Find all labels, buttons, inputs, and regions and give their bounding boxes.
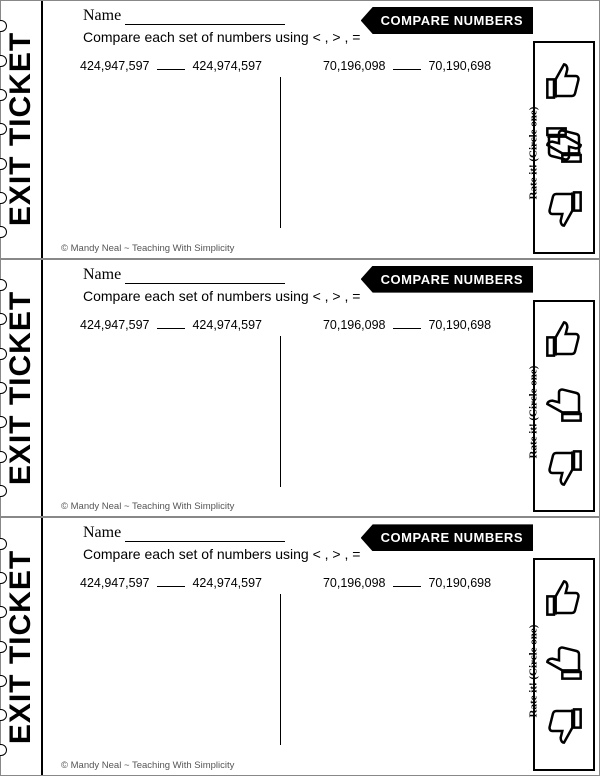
title-banner: COMPARE NUMBERS (361, 7, 533, 34)
center-divider (280, 336, 281, 487)
problem-2-left: 70,196,098 (323, 59, 386, 73)
worksheet-page: EXIT TICKET COMPARE NUMBERS Name Compare… (0, 0, 600, 776)
exit-ticket-label: EXIT TICKET (4, 291, 38, 485)
answer-blank[interactable] (393, 69, 421, 70)
center-divider (280, 594, 281, 745)
answer-blank[interactable] (393, 328, 421, 329)
problem-2-left: 70,196,098 (323, 576, 386, 590)
problem-2-right: 70,190,698 (428, 59, 491, 73)
rate-it-label: Rate it! (Circle one) (527, 366, 539, 459)
problem-1: 424,947,597 424,974,597 (53, 576, 289, 590)
thumbs-side-icon[interactable] (544, 384, 584, 429)
problem-1: 424,947,597 424,974,597 (53, 318, 289, 332)
problems-row: 424,947,597 424,974,597 70,196,098 70,19… (53, 59, 525, 73)
copyright-text: © Mandy Neal ~ Teaching With Simplicity (53, 499, 525, 514)
answer-blank[interactable] (157, 328, 185, 329)
thumbs-up-icon[interactable] (544, 319, 584, 364)
ticket-content: COMPARE NUMBERS Name Compare each set of… (43, 1, 533, 258)
ticket-content: COMPARE NUMBERS Name Compare each set of… (43, 260, 533, 517)
exit-ticket-strip: EXIT TICKET (1, 260, 43, 517)
thumbs-down-icon[interactable] (544, 448, 584, 493)
copyright-text: © Mandy Neal ~ Teaching With Simplicity (53, 758, 525, 773)
problem-1-right: 424,974,597 (192, 318, 262, 332)
thumbs-group (535, 302, 593, 511)
thumbs-group (535, 560, 593, 769)
exit-ticket: EXIT TICKET COMPARE NUMBERS Name Compare… (0, 259, 600, 518)
problem-1-left: 424,947,597 (80, 59, 150, 73)
rate-it-panel: Rate it! (Circle one) (533, 41, 595, 254)
exit-ticket: EXIT TICKET COMPARE NUMBERS Name Compare… (0, 517, 600, 776)
name-label: Name (83, 266, 121, 283)
answer-blank[interactable] (393, 586, 421, 587)
rate-it-panel: Rate it! (Circle one) (533, 300, 595, 513)
title-banner: COMPARE NUMBERS (361, 524, 533, 551)
thumbs-up-icon[interactable] (544, 61, 584, 106)
rate-it-panel: Rate it! (Circle one) (533, 558, 595, 771)
problem-2-right: 70,190,698 (428, 318, 491, 332)
problem-1-left: 424,947,597 (80, 576, 150, 590)
problem-1-left: 424,947,597 (80, 318, 150, 332)
problem-2: 70,196,098 70,190,698 (289, 318, 525, 332)
center-divider (280, 77, 281, 228)
exit-ticket-strip: EXIT TICKET (1, 1, 43, 258)
thumbs-group (535, 43, 593, 252)
title-banner: COMPARE NUMBERS (361, 266, 533, 293)
problem-1-right: 424,974,597 (192, 59, 262, 73)
problem-2-right: 70,190,698 (428, 576, 491, 590)
problems-row: 424,947,597 424,974,597 70,196,098 70,19… (53, 576, 525, 590)
rate-it-label: Rate it! (Circle one) (527, 107, 539, 200)
problem-1-right: 424,974,597 (192, 576, 262, 590)
problem-2: 70,196,098 70,190,698 (289, 576, 525, 590)
answer-blank[interactable] (157, 586, 185, 587)
exit-ticket: EXIT TICKET COMPARE NUMBERS Name Compare… (0, 0, 600, 259)
rate-it-label: Rate it! (Circle one) (527, 624, 539, 717)
exit-ticket-strip: EXIT TICKET (1, 518, 43, 775)
thumbs-up-icon[interactable] (544, 578, 584, 623)
exit-ticket-label: EXIT TICKET (4, 32, 38, 226)
name-label: Name (83, 524, 121, 541)
problem-1: 424,947,597 424,974,597 (53, 59, 289, 73)
thumbs-down-icon[interactable] (544, 189, 584, 234)
problem-2: 70,196,098 70,190,698 (289, 59, 525, 73)
copyright-text: © Mandy Neal ~ Teaching With Simplicity (53, 241, 525, 256)
thumbs-side-icon[interactable] (544, 642, 584, 687)
exit-ticket-label: EXIT TICKET (4, 550, 38, 744)
thumbs-down-icon[interactable] (544, 706, 584, 751)
name-label: Name (83, 7, 121, 24)
answer-blank[interactable] (157, 69, 185, 70)
problems-row: 424,947,597 424,974,597 70,196,098 70,19… (53, 318, 525, 332)
ticket-content: COMPARE NUMBERS Name Compare each set of… (43, 518, 533, 775)
thumbs-side-icon[interactable] (544, 125, 584, 170)
problem-2-left: 70,196,098 (323, 318, 386, 332)
